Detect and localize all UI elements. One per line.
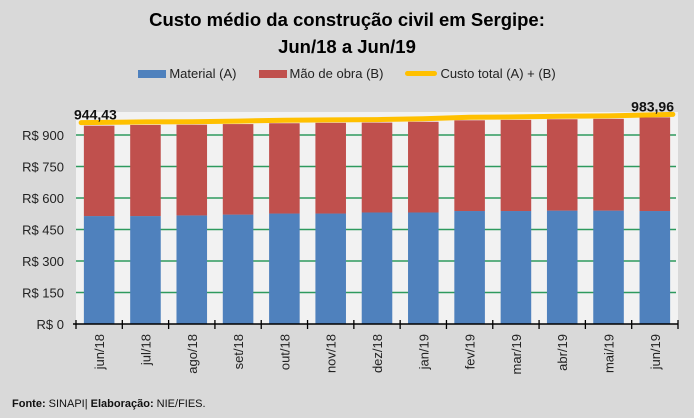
axes [73,320,679,329]
source-note: Fonte: SINAPI| Elaboração: NIE/FIES. [12,398,206,410]
bar-material [593,210,624,324]
x-tick-label: mar/19 [509,334,524,374]
y-tick-labels: R$ 0 R$ 150 R$ 300 R$ 450 R$ 600 R$ 750 R$ 900 [22,128,64,332]
legend-swatch-total [405,71,438,76]
bar-material [408,212,439,324]
y-tick-label: R$ 300 [22,254,64,269]
bar-labor [269,123,300,214]
source-label: Fonte: [12,398,46,410]
bar-material [83,216,115,324]
data-label: 944,43 [74,107,117,123]
bar-material [315,213,346,324]
bar-labor [454,120,485,212]
x-tick-label: fev/19 [463,334,478,369]
bar-labor [361,122,393,213]
legend-label-material: Material (A) [169,66,237,81]
bar-material [176,215,208,324]
x-tick-label: nov/18 [324,334,339,373]
x-tick-label: set/18 [231,334,246,369]
bar-labor [500,119,532,212]
legend-item-labor: Mão de obra (B) [258,66,384,81]
bar-labor [83,125,115,217]
bars [83,117,671,324]
data-label: 983,96 [631,98,674,114]
y-tick-label: R$ 600 [22,191,64,206]
bar-labor [593,118,624,211]
x-tick-label: abr/19 [555,334,570,371]
bar-labor [222,124,254,215]
source-text: SINAPI| [45,398,91,410]
bar-labor [315,122,346,214]
x-tick-label: ago/18 [185,334,200,374]
bar-labor [130,124,161,217]
bar-material [361,212,393,324]
chart-subtitle: Jun/18 a Jun/19 [278,36,416,57]
legend-swatch-labor [258,69,287,78]
bar-material [639,211,671,324]
x-tick-labels: jun/18 jul/18 ago/18 set/18 out/18 nov/18 dez/… [92,334,663,374]
x-tick-label: jan/19 [416,334,431,370]
legend-swatch-material [138,69,167,78]
x-tick-label: out/18 [277,334,292,370]
bar-material [500,211,532,324]
bar-material [546,210,578,324]
x-tick-label: jul/18 [138,334,153,366]
y-tick-label: R$ 900 [22,128,64,143]
annotations: 944,43 983,96 [74,98,674,122]
y-tick-label: R$ 450 [22,223,64,238]
x-tick-label: jun/19 [648,334,663,370]
total-line-group [78,111,676,126]
bar-material [269,213,300,324]
chart-title-line1: Custo médio da construção civil em Sergi… [149,9,545,30]
y-tick-label: R$ 150 [22,286,64,301]
y-tick-label: R$ 750 [22,160,64,175]
legend-item-total: Custo total (A) + (B) [405,66,556,81]
bar-labor [546,119,578,211]
bar-labor [408,121,439,213]
x-tick-label: jun/18 [92,334,107,370]
x-tick-label: dez/18 [370,334,385,373]
bar-material [454,211,485,324]
bar-material [130,216,161,324]
elaboration-label: Elaboração: [90,398,154,410]
chart-title: Custo médio da construção civil em Sergi… [0,6,694,60]
x-tick-label: mai/19 [602,334,617,373]
legend-label-total: Custo total (A) + (B) [440,66,556,81]
y-tick-label: R$ 0 [37,317,64,332]
legend-label-labor: Mão de obra (B) [289,66,384,81]
legend-item-material: Material (A) [138,66,237,81]
bar-labor [639,117,671,212]
elaboration-text: NIE/FIES. [153,398,206,410]
bar-labor [176,124,208,216]
legend: Material (A) Mão de obra (B) Custo total… [0,66,694,81]
bar-material [222,214,254,324]
